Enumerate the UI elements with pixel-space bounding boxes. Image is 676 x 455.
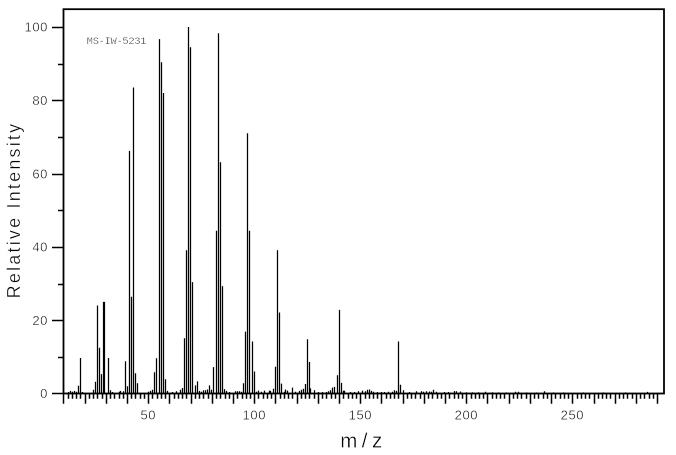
svg-text:100: 100 [243, 408, 267, 423]
svg-text:MS-IW-5231: MS-IW-5231 [87, 36, 146, 48]
svg-text:m/z: m/z [340, 430, 387, 453]
svg-text:250: 250 [561, 408, 585, 423]
svg-text:100: 100 [25, 20, 49, 35]
svg-text:50: 50 [140, 408, 156, 423]
svg-text:20: 20 [32, 313, 48, 328]
svg-text:60: 60 [32, 166, 48, 181]
svg-text:0: 0 [40, 386, 48, 401]
svg-text:80: 80 [32, 93, 48, 108]
svg-text:Relative Intensity: Relative Intensity [4, 122, 24, 299]
svg-text:40: 40 [32, 240, 48, 255]
svg-text:200: 200 [455, 408, 479, 423]
svg-text:150: 150 [349, 408, 373, 423]
